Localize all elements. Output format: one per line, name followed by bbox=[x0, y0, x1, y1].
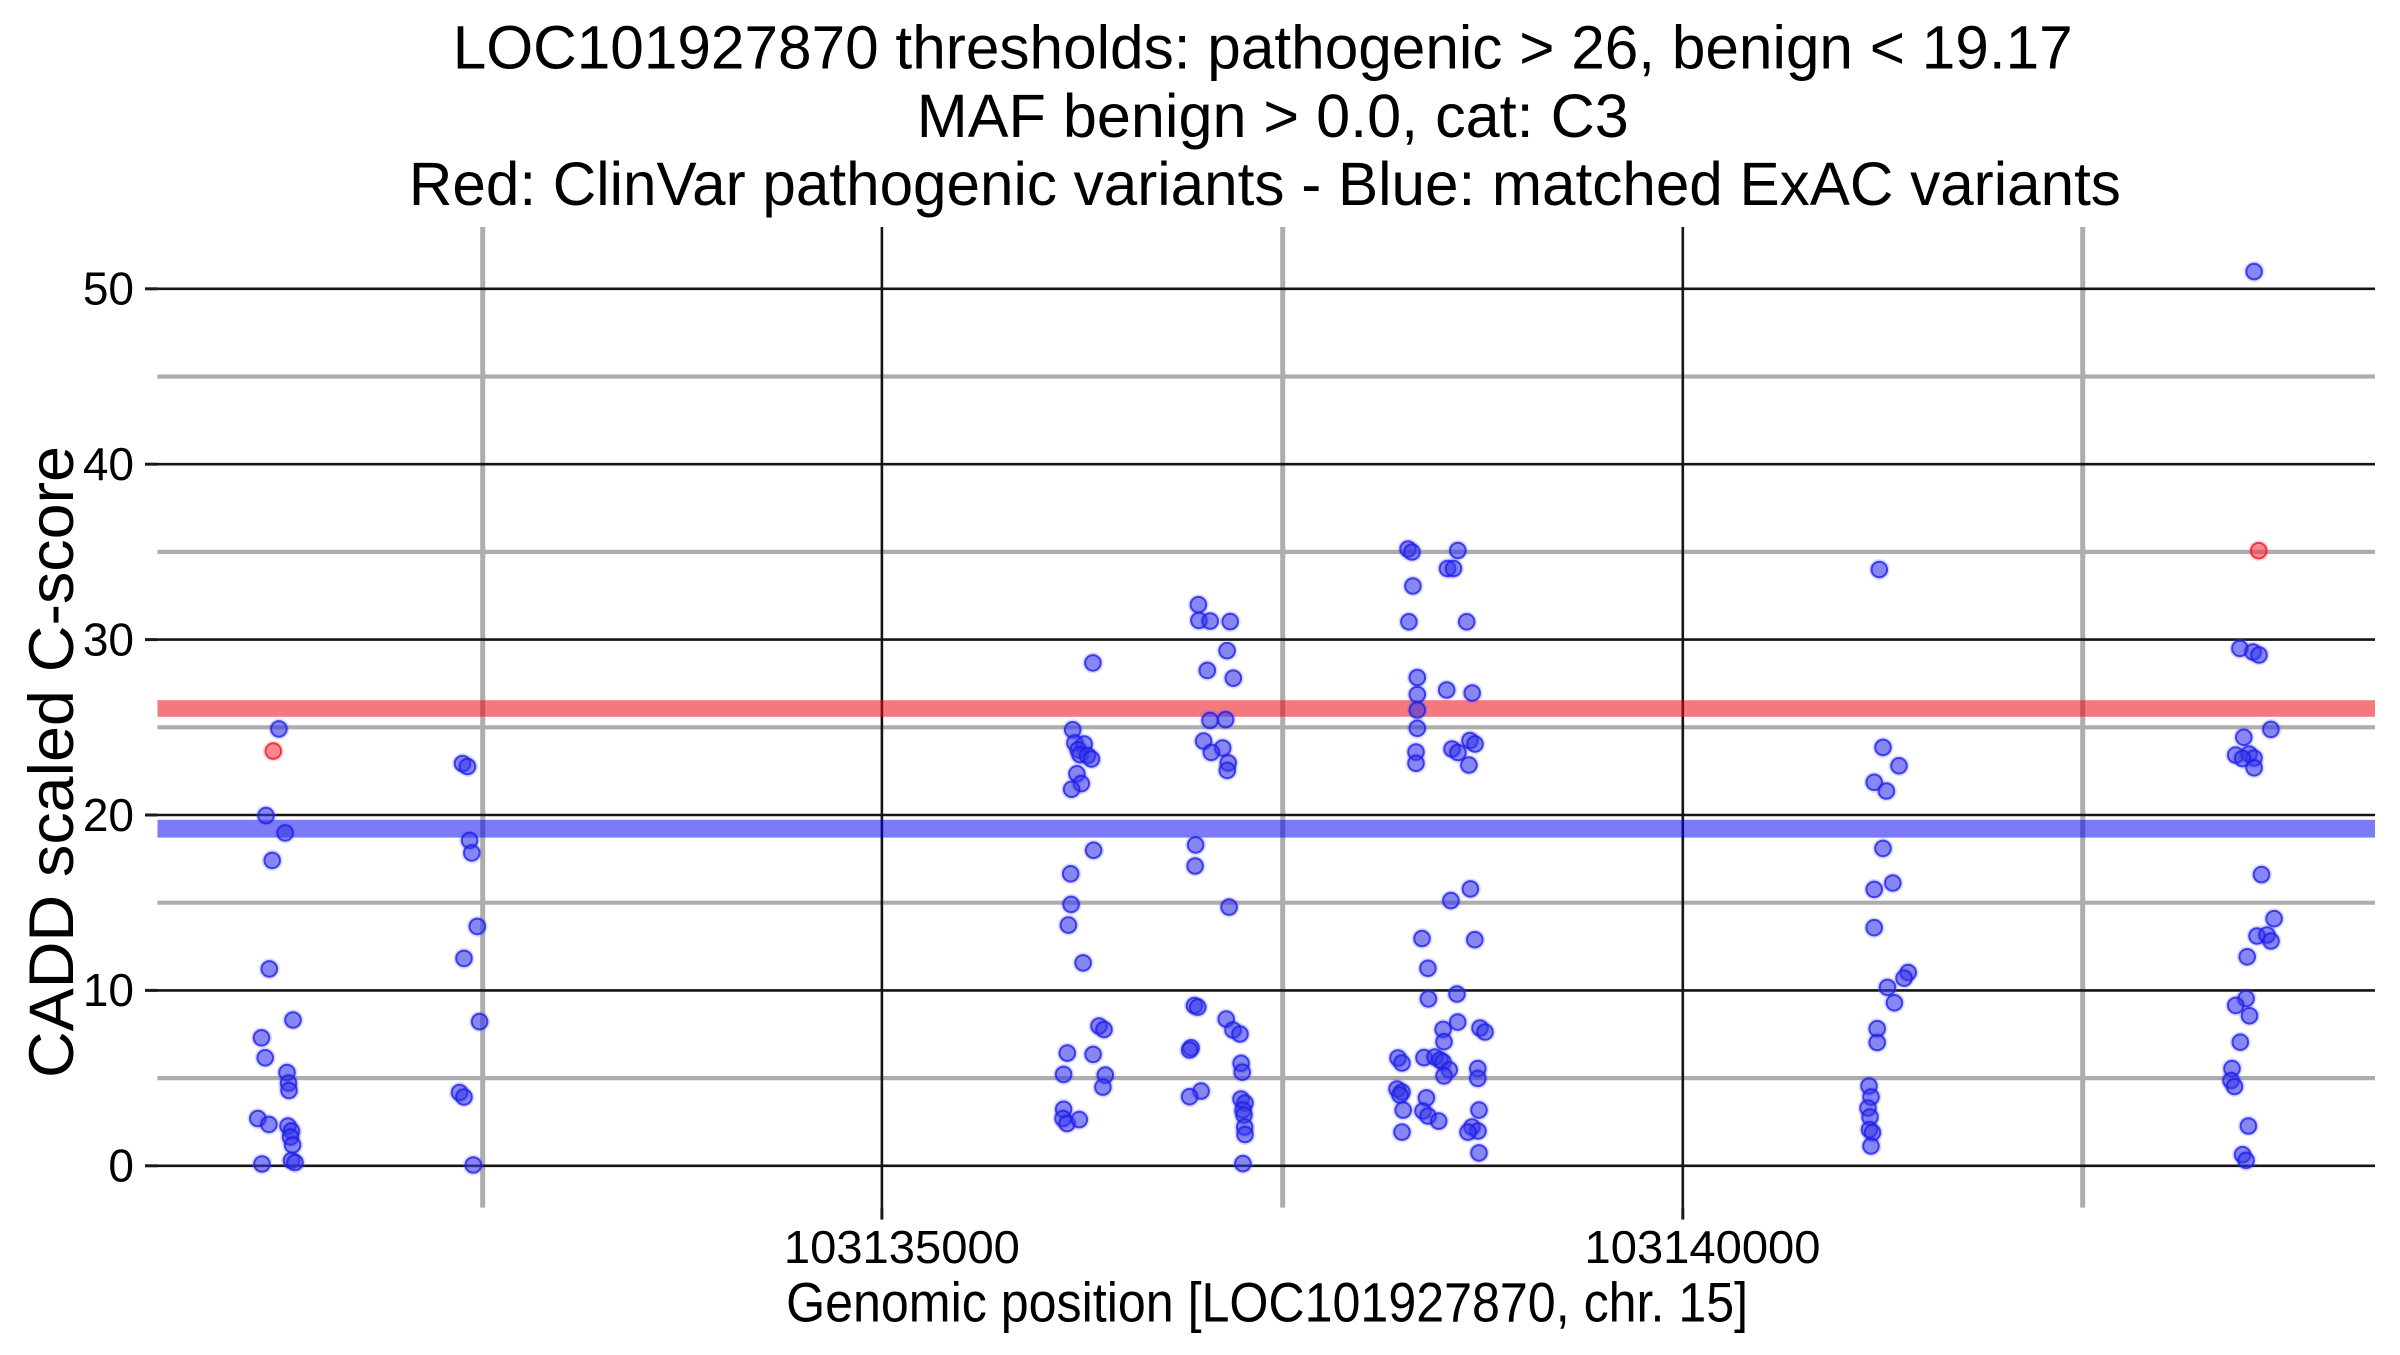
svg-text:LOC101927870 thresholds: patho: LOC101927870 thresholds: pathogenic > 26… bbox=[453, 13, 2073, 81]
svg-text:10: 10 bbox=[83, 964, 134, 1016]
svg-text:103140000: 103140000 bbox=[1585, 1221, 1821, 1273]
svg-text:0: 0 bbox=[108, 1140, 134, 1192]
svg-text:50: 50 bbox=[83, 263, 134, 315]
svg-text:30: 30 bbox=[83, 613, 134, 665]
svg-text:40: 40 bbox=[83, 438, 134, 490]
svg-text:20: 20 bbox=[83, 789, 134, 841]
svg-text:Genomic position [LOC101927870: Genomic position [LOC101927870, chr. 15] bbox=[786, 1272, 1748, 1334]
svg-text:103135000: 103135000 bbox=[784, 1221, 1020, 1273]
svg-text:MAF benign > 0.0, cat: C3: MAF benign > 0.0, cat: C3 bbox=[917, 82, 1629, 150]
svg-text:Red: ClinVar pathogenic varian: Red: ClinVar pathogenic variants - Blue:… bbox=[409, 150, 2121, 218]
svg-text:CADD scaled C-score: CADD scaled C-score bbox=[17, 446, 87, 1078]
